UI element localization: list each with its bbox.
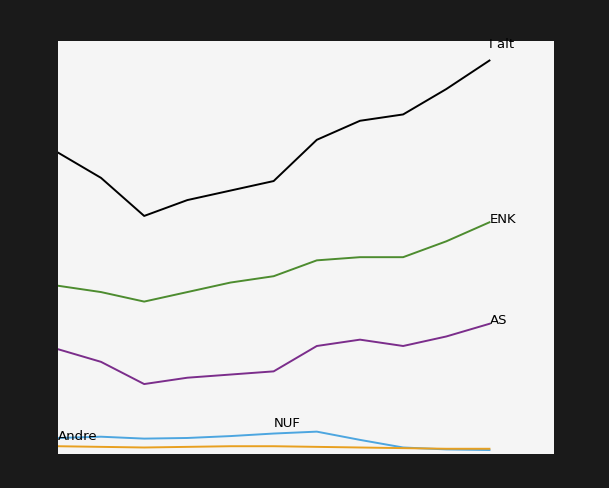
Text: I alt: I alt <box>490 38 515 51</box>
Text: Andre: Andre <box>58 430 97 443</box>
Text: NUF: NUF <box>273 417 300 430</box>
Text: AS: AS <box>490 314 507 327</box>
Text: ENK: ENK <box>490 213 516 225</box>
